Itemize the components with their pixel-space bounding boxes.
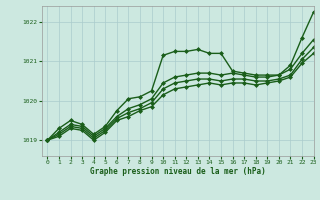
X-axis label: Graphe pression niveau de la mer (hPa): Graphe pression niveau de la mer (hPa)	[90, 167, 266, 176]
